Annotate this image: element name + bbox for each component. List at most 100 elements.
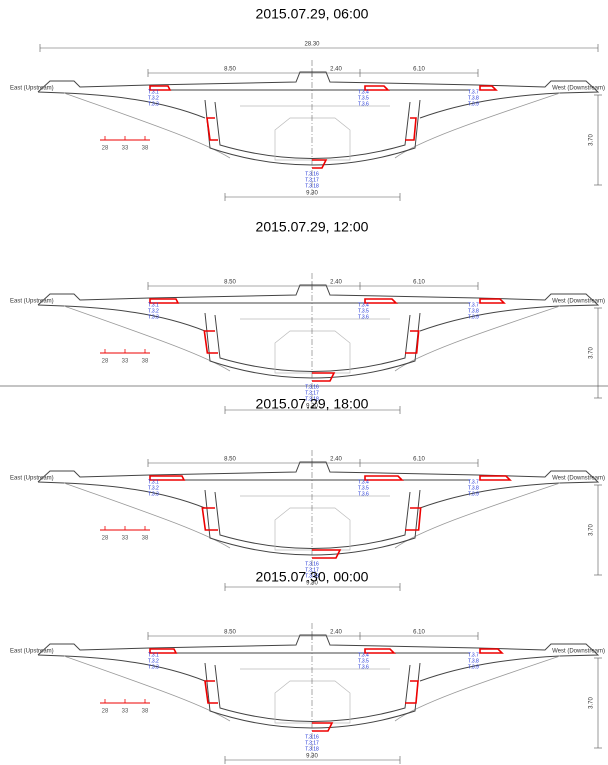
- temperature-profile: [203, 330, 218, 354]
- label: 6.10: [413, 457, 425, 463]
- label: T.3.1: [148, 479, 159, 485]
- label: 38: [142, 146, 149, 152]
- label: T.3.7: [468, 652, 479, 658]
- label: T.3.8: [468, 658, 479, 664]
- label: 8.50: [224, 457, 236, 463]
- label: T.3.5: [358, 95, 369, 101]
- label: T.3.18: [305, 396, 319, 402]
- label: T.3.8: [468, 95, 479, 101]
- label: T.3.17: [305, 177, 319, 183]
- label: T.3.5: [358, 485, 369, 491]
- temperature-profile: [364, 85, 390, 91]
- label: 9.30: [306, 581, 318, 587]
- label: 38: [142, 359, 149, 365]
- label: T.3.6: [358, 664, 369, 670]
- label: 3.70: [589, 134, 595, 146]
- panel: 2015.07.29, 06:00 28.30 8.50 2.40 6.10 East (…: [10, 6, 605, 201]
- label: T.3.9: [468, 491, 479, 497]
- temperature-profile: [204, 680, 218, 704]
- panel: 2015.07.29, 12:00 8.50 2.40 6.10 East (Upstr…: [10, 219, 605, 414]
- label: 33: [122, 146, 129, 152]
- label: T.3.3: [148, 101, 159, 107]
- label: West (Downstream): [552, 649, 605, 655]
- label: 28: [102, 359, 109, 365]
- label: T.3.8: [468, 308, 479, 314]
- label: 8.50: [224, 630, 236, 636]
- label: T.3.9: [468, 314, 479, 320]
- temperature-profile: [312, 159, 328, 169]
- temperature-profile: [201, 507, 218, 531]
- temperature-profile: [479, 85, 498, 91]
- temperature-profile: [312, 549, 342, 559]
- box-girder: [150, 89, 470, 166]
- label: T.3.16: [305, 171, 319, 177]
- label: 8.50: [224, 67, 236, 73]
- label: 2.40: [330, 457, 342, 463]
- temperature-profile: [312, 372, 336, 382]
- label: T.3.1: [148, 302, 159, 308]
- label: T.3.9: [468, 664, 479, 670]
- deck-outline: [37, 634, 600, 682]
- label: 9.30: [306, 191, 318, 197]
- label: T.3.5: [358, 308, 369, 314]
- label: 28: [102, 146, 109, 152]
- inner-details: [240, 318, 390, 374]
- label: T.3.4: [358, 652, 369, 658]
- label: T.3.17: [305, 390, 319, 396]
- temperature-profile: [364, 648, 396, 654]
- deck-outline: [37, 284, 600, 332]
- label: T.3.3: [148, 314, 159, 320]
- panel-title: 2015.07.30, 00:00: [256, 569, 369, 585]
- label: T.3.5: [358, 658, 369, 664]
- label: East (Upstream): [10, 86, 54, 92]
- temperature-profile: [149, 475, 186, 481]
- label: T.3.4: [358, 89, 369, 95]
- label: 9.30: [306, 404, 318, 410]
- label: East (Upstream): [10, 299, 54, 305]
- panel-title: 2015.07.29, 18:00: [256, 396, 369, 412]
- label: T.3.3: [148, 491, 159, 497]
- label: 28: [102, 536, 109, 542]
- label: T.3.2: [148, 658, 159, 664]
- label: T.3.2: [148, 95, 159, 101]
- panel-title: 2015.07.29, 06:00: [256, 6, 369, 22]
- label: 2.40: [330, 630, 342, 636]
- label: 9.30: [306, 754, 318, 760]
- inner-details: [240, 668, 390, 724]
- panel: 2015.07.29, 18:00 8.50 2.40 6.10 East (Upstr…: [10, 396, 605, 591]
- temperature-profile: [364, 298, 398, 304]
- label: T.3.6: [358, 491, 369, 497]
- inner-details: [240, 105, 390, 161]
- label: T.3.16: [305, 734, 319, 740]
- inner-details: [240, 495, 390, 551]
- temperature-profile: [149, 85, 172, 91]
- label: T.3.18: [305, 573, 319, 579]
- label: 2.40: [330, 280, 342, 286]
- deck-outline: [37, 71, 600, 119]
- label: West (Downstream): [552, 299, 605, 305]
- panel: 2015.07.30, 00:00 8.50 2.40 6.10 East (Upstr…: [10, 569, 605, 764]
- label: West (Downstream): [552, 86, 605, 92]
- temperature-profile: [405, 330, 420, 354]
- label: T.3.2: [148, 308, 159, 314]
- label: 8.50: [224, 280, 236, 286]
- label: 6.10: [413, 630, 425, 636]
- label: T.3.18: [305, 746, 319, 752]
- label: T.3.4: [358, 479, 369, 485]
- label: T.3.17: [305, 567, 319, 573]
- temperature-profile: [479, 648, 504, 654]
- box-girder: [150, 302, 470, 379]
- box-girder: [150, 479, 470, 556]
- box-girder: [150, 652, 470, 729]
- label: T.3.6: [358, 101, 369, 107]
- temperature-profile: [364, 475, 404, 481]
- label: 2.40: [330, 67, 342, 73]
- temperature-profile: [206, 117, 218, 141]
- label: 3.70: [589, 524, 595, 536]
- label: 6.10: [413, 280, 425, 286]
- label: 38: [142, 709, 149, 715]
- temperature-profile: [405, 117, 417, 141]
- label: 3.70: [589, 347, 595, 359]
